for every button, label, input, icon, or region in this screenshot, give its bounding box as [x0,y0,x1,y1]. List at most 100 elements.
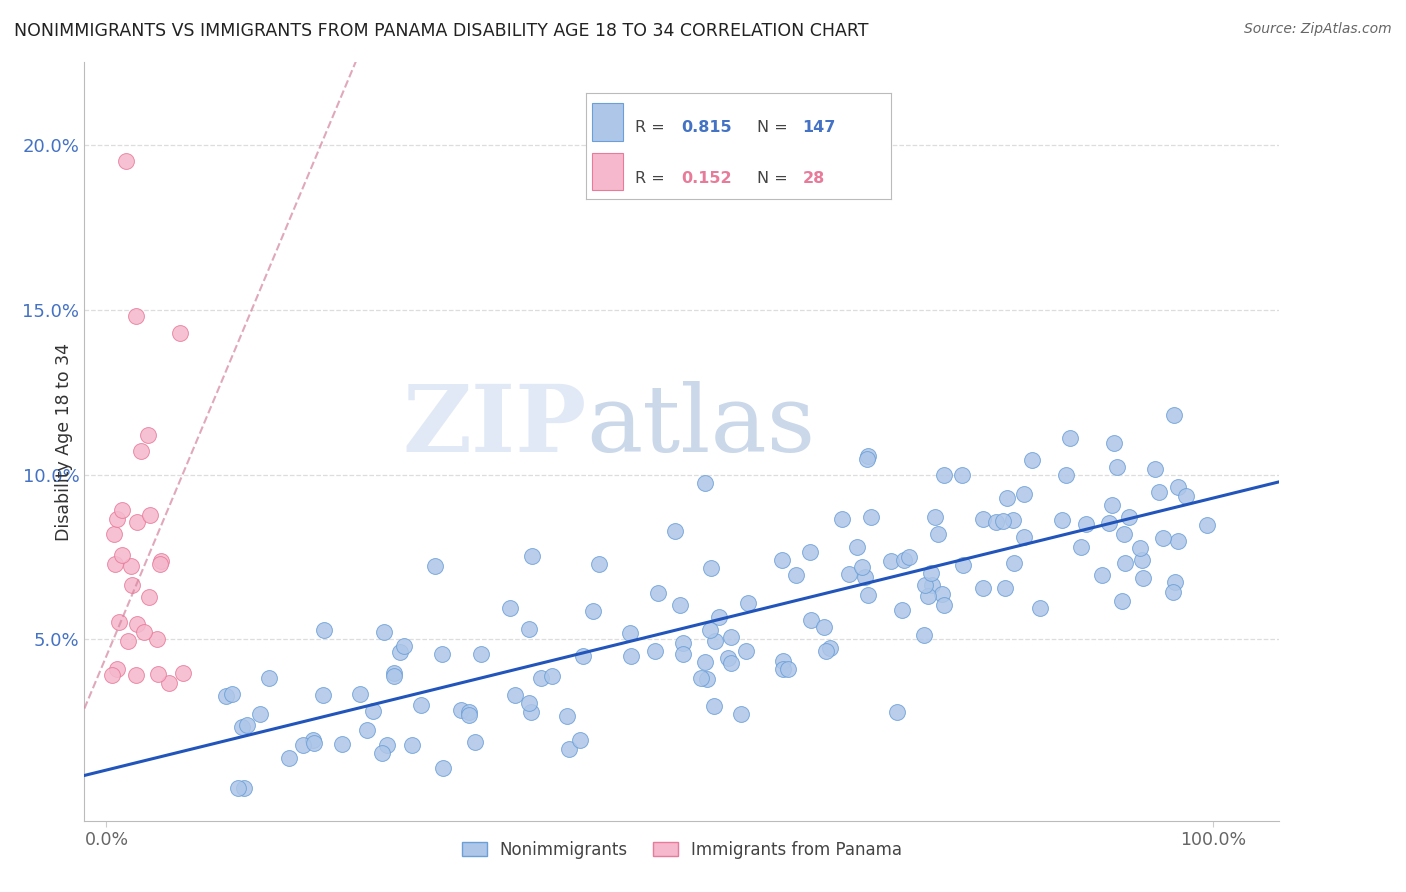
Point [312,688,335,702]
Point [582,604,605,618]
Point [831,512,853,526]
Point [720,631,742,645]
Point [994,581,1017,595]
Point [146,667,169,681]
Point [214,689,236,703]
Point [886,706,908,720]
Point [1147,484,1170,499]
Point [361,704,384,718]
Point [707,609,730,624]
Point [517,622,540,636]
Point [620,648,643,663]
Point [301,732,323,747]
Point [1167,480,1189,494]
Point [557,709,579,723]
Point [920,566,942,580]
Point [121,577,143,591]
Point [517,696,540,710]
Point [125,617,148,632]
Point [101,667,124,681]
Point [1197,517,1219,532]
Point [814,644,837,658]
Point [257,671,280,685]
Point [432,761,454,775]
Point [232,780,254,795]
Point [389,645,412,659]
Point [1091,568,1114,582]
Point [855,452,877,467]
Point [1102,436,1125,450]
Point [1163,408,1185,422]
Point [853,570,876,584]
Point [672,636,695,650]
Point [1101,498,1123,512]
Point [893,553,915,567]
Text: ZIP: ZIP [402,382,586,471]
Point [157,676,180,690]
Point [221,687,243,701]
Point [1074,517,1097,532]
Point [236,718,259,732]
Point [995,491,1018,506]
Point [717,650,740,665]
Point [278,751,301,765]
Point [125,668,148,682]
Point [699,561,721,575]
Point [1129,541,1152,555]
Point [530,671,553,685]
Point [693,476,716,491]
Point [703,699,725,714]
Point [818,640,841,655]
Point [619,626,641,640]
Point [1130,552,1153,566]
Point [1114,526,1136,541]
Point [138,428,160,442]
Point [149,557,172,571]
Point [932,598,955,612]
Point [520,706,543,720]
Point [644,644,666,658]
Point [693,655,716,669]
Point [129,444,152,458]
Point [370,746,392,760]
Point [349,687,371,701]
Point [470,647,492,661]
Point [778,662,800,676]
Point [373,625,395,640]
Point [972,511,994,525]
Point [149,554,172,568]
Point [897,550,920,565]
Point [332,737,354,751]
Point [699,624,721,638]
Point [664,524,686,538]
Point [647,586,669,600]
Point [1175,490,1198,504]
Point [952,558,974,572]
Point [145,632,167,646]
Point [302,736,325,750]
Point [859,510,882,524]
Point [392,640,415,654]
Point [464,735,486,749]
Point [838,567,860,582]
Point [1012,487,1035,501]
Point [972,581,994,595]
Point [800,613,823,627]
Point [669,598,692,612]
Point [917,589,939,603]
Point [132,624,155,639]
Point [1059,431,1081,445]
Point [384,665,406,680]
Point [921,578,943,592]
Point [1143,462,1166,476]
Point [540,669,562,683]
Point [503,689,526,703]
Point [430,647,453,661]
Point [558,741,581,756]
Point [1107,460,1129,475]
Point [984,515,1007,529]
Point [851,560,873,574]
Point [672,647,695,661]
Point [172,666,194,681]
Text: Source: ZipAtlas.com: Source: ZipAtlas.com [1244,22,1392,37]
